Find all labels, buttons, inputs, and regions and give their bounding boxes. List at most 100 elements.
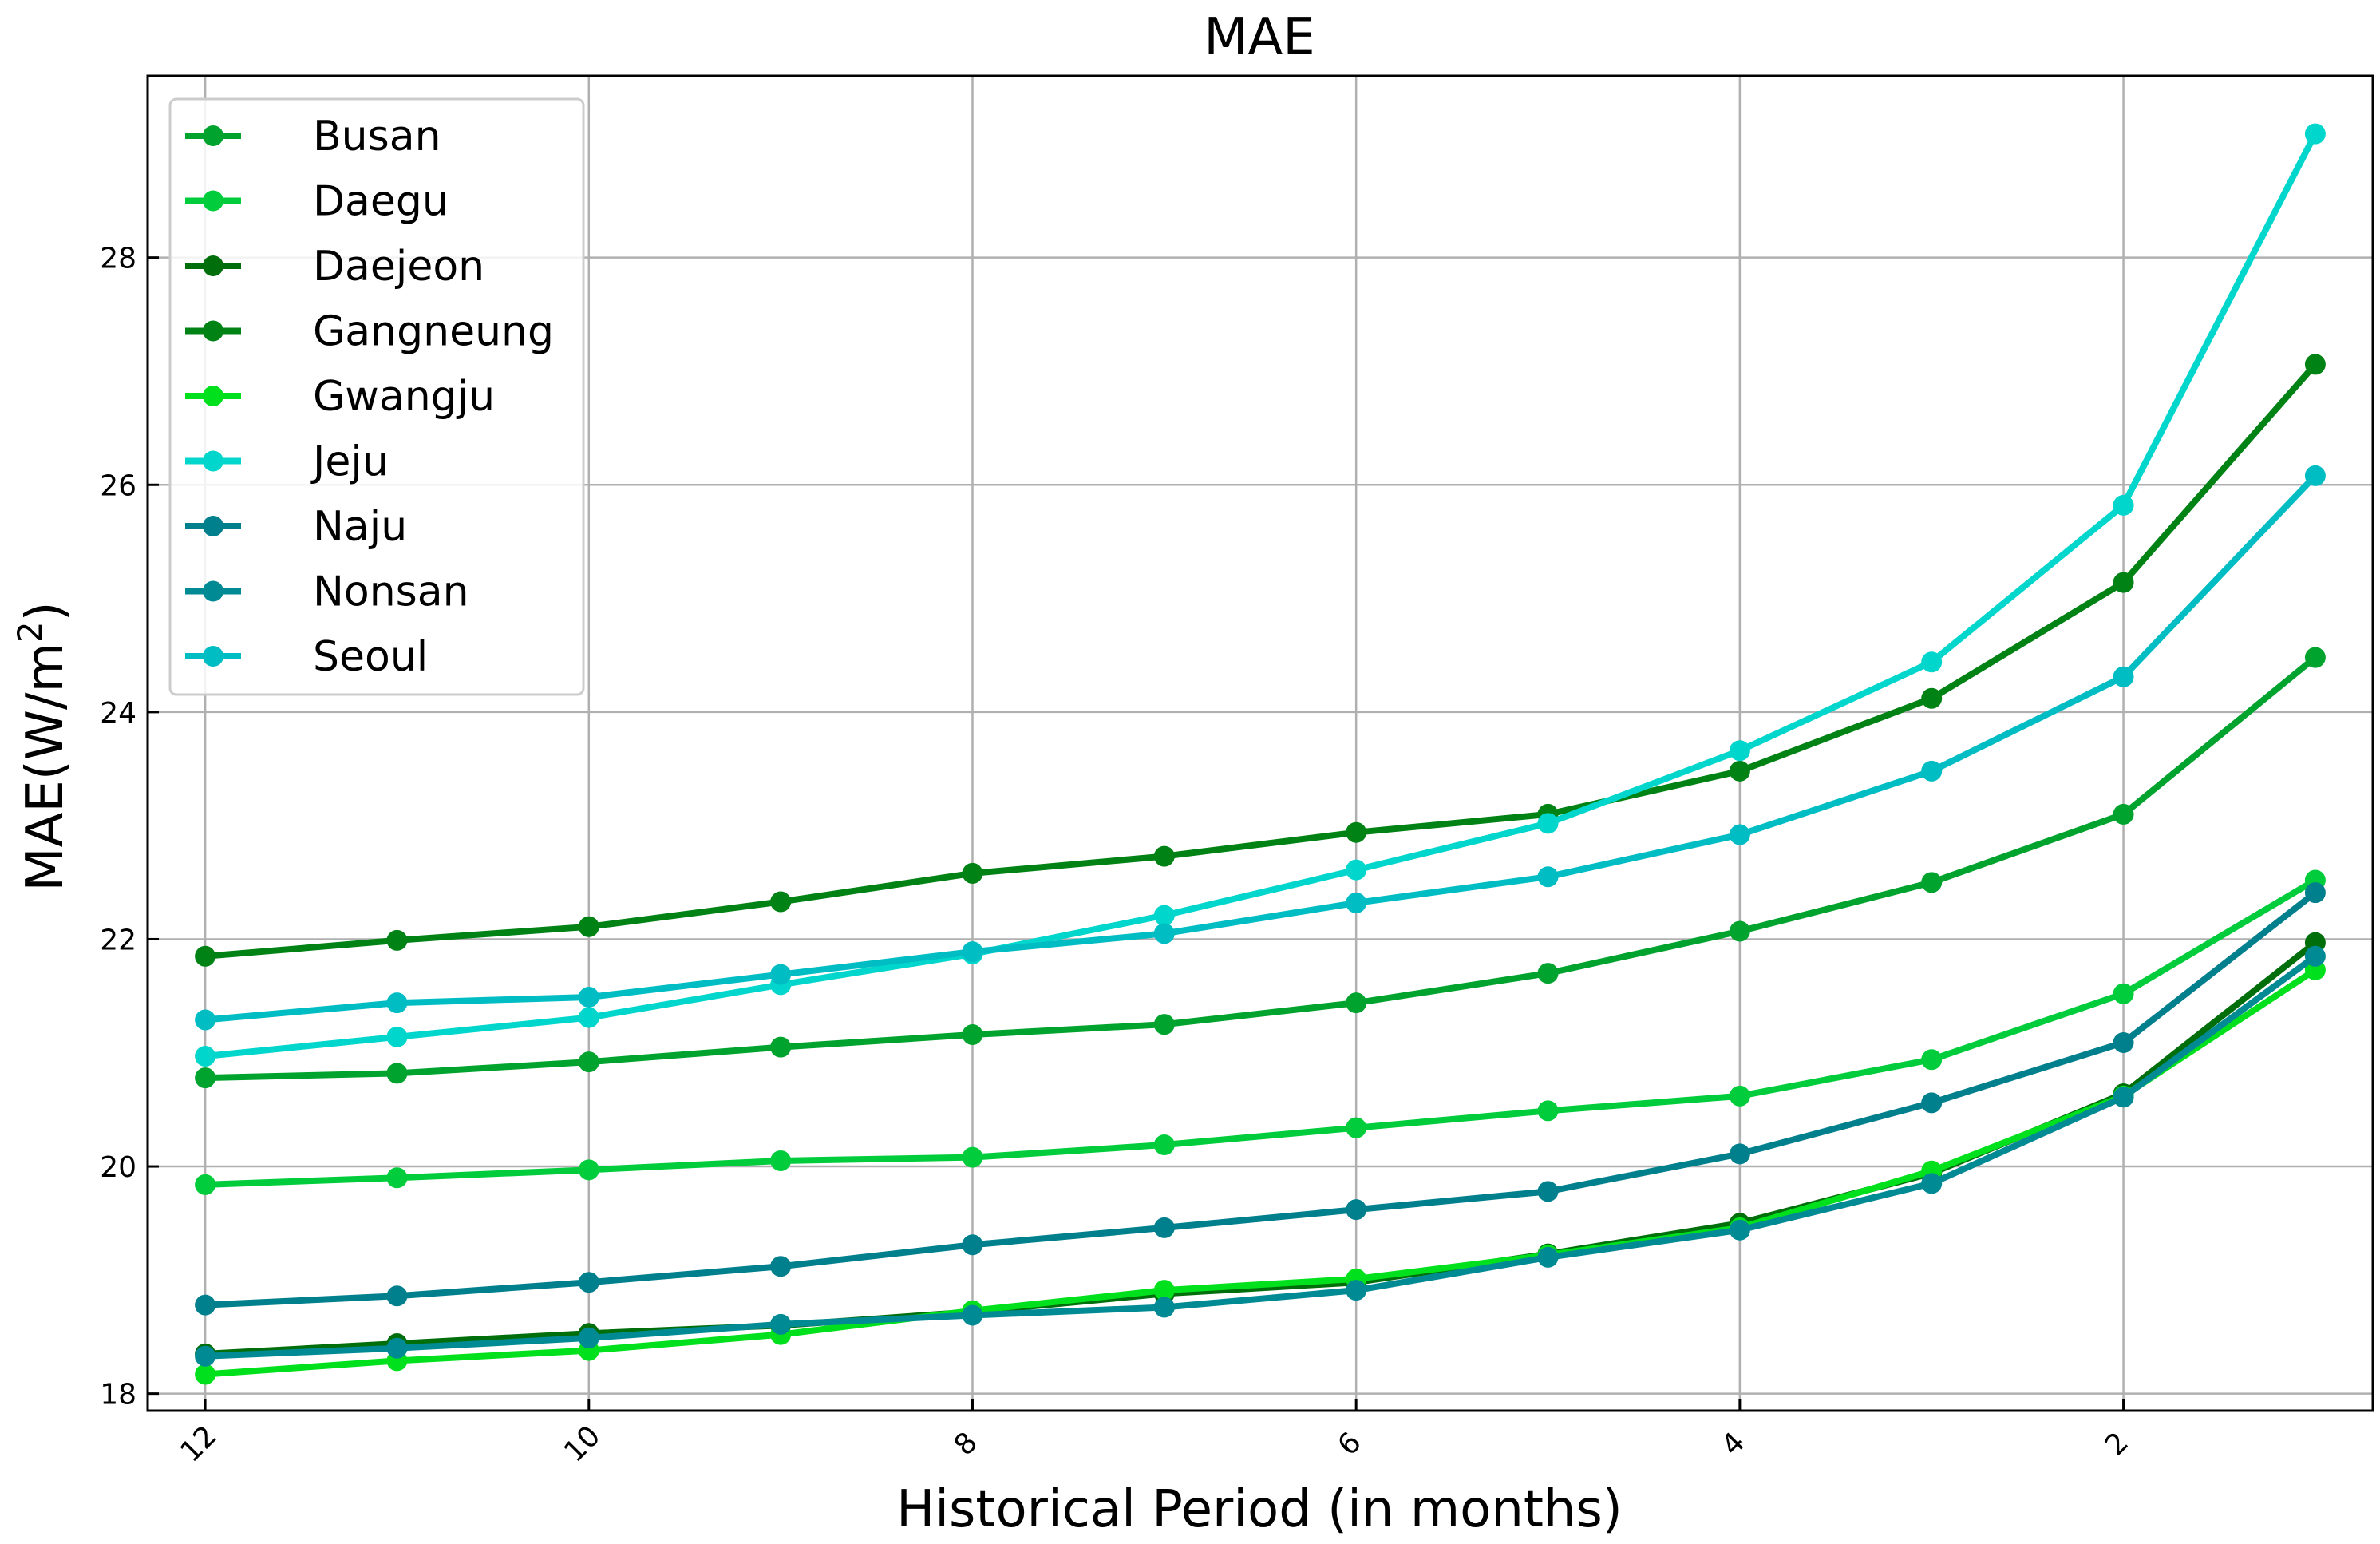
- data-point-nonsan: [962, 1304, 983, 1326]
- data-point-gangneung: [195, 945, 216, 967]
- data-point-naju: [2304, 882, 2326, 904]
- y-tick-label: 22: [100, 924, 136, 956]
- data-point-gwangju: [1153, 1280, 1175, 1301]
- series-busan: [195, 647, 2326, 1089]
- legend-frame: [168, 97, 585, 696]
- data-point-busan: [962, 1023, 983, 1045]
- data-point-naju: [2113, 1031, 2134, 1053]
- series-line-daegu: [202, 877, 2319, 1188]
- legend-item-gangneung: Gangneung: [185, 308, 554, 356]
- legend-item-busan: Busan: [185, 113, 441, 160]
- data-point-gangneung: [962, 862, 983, 884]
- series-line-gwangju: [202, 966, 2319, 1378]
- data-point-naju: [386, 1285, 408, 1307]
- legend-swatch-marker: [203, 125, 223, 146]
- data-point-naju: [578, 1272, 599, 1293]
- y-axis-label-superscript: 2: [10, 621, 49, 643]
- y-tick-label: 28: [100, 243, 136, 275]
- series-line-gangneung: [202, 361, 2319, 960]
- series-line-busan: [202, 654, 2319, 1082]
- data-point-daegu: [770, 1150, 792, 1171]
- plot-frame: [146, 74, 2374, 1412]
- data-point-daegu: [386, 1167, 408, 1189]
- data-point-seoul: [578, 987, 599, 1008]
- data-point-busan: [1921, 872, 1943, 893]
- legend-swatch-marker: [203, 580, 223, 602]
- data-point-gangneung: [1153, 845, 1175, 867]
- data-point-gangneung: [1346, 821, 1367, 843]
- data-point-seoul: [386, 992, 408, 1014]
- legend-label: Gwangju: [313, 373, 495, 421]
- data-point-seoul: [2304, 465, 2326, 486]
- y-axis-label-close: ): [16, 601, 75, 621]
- data-point-daegu: [1346, 1117, 1367, 1138]
- legend-label: Jeju: [310, 438, 389, 486]
- data-point-naju: [195, 1294, 216, 1316]
- data-point-naju: [1537, 1181, 1559, 1202]
- legend-swatch-marker: [203, 190, 223, 212]
- data-point-seoul: [1921, 760, 1943, 782]
- data-point-naju: [1729, 1143, 1750, 1165]
- data-point-busan: [1153, 1014, 1175, 1035]
- data-point-busan: [195, 1067, 216, 1089]
- legend-swatch-marker: [203, 646, 223, 667]
- data-point-nonsan: [1153, 1297, 1175, 1318]
- data-point-nonsan: [386, 1337, 408, 1359]
- data-point-nonsan: [1537, 1246, 1559, 1268]
- x-tick-label: 12: [174, 1419, 223, 1468]
- y-tick-label: 24: [100, 697, 136, 730]
- data-point-jeju: [386, 1026, 408, 1047]
- y-axis-label-base: MAE(W/m: [16, 643, 75, 892]
- data-point-daegu: [1921, 1049, 1943, 1071]
- legend-item-seoul: Seoul: [185, 633, 428, 681]
- data-point-busan: [1537, 963, 1559, 984]
- data-point-nonsan: [1921, 1173, 1943, 1194]
- legend-swatch-marker: [203, 386, 223, 406]
- data-point-nonsan: [578, 1327, 599, 1348]
- data-point-gangneung: [770, 891, 792, 913]
- legend-label: Naju: [313, 503, 407, 551]
- data-point-jeju: [195, 1046, 216, 1067]
- legend: Busan Daegu Daejeon Gangneung Gwangju Jeju Naj…: [168, 97, 585, 696]
- legend-item-gwangju: Gwangju: [185, 373, 495, 421]
- series-line-naju: [202, 889, 2319, 1308]
- data-point-busan: [386, 1063, 408, 1084]
- data-point-naju: [1346, 1199, 1367, 1221]
- series-line-nonsan: [202, 952, 2319, 1360]
- series-daegu: [195, 869, 2326, 1195]
- data-point-gangneung: [386, 929, 408, 951]
- data-point-seoul: [962, 941, 983, 963]
- data-point-daegu: [2113, 983, 2134, 1004]
- legend-label: Busan: [313, 113, 441, 160]
- data-point-jeju: [1729, 740, 1750, 762]
- data-point-daegu: [962, 1146, 983, 1168]
- y-tick-label: 26: [100, 469, 136, 502]
- legend-swatch-marker: [203, 255, 223, 276]
- series-lines: [195, 123, 2326, 1385]
- series-line-jeju: [202, 130, 2319, 1060]
- legend-swatch-marker: [203, 320, 223, 342]
- data-point-jeju: [578, 1007, 599, 1028]
- series-gangneung: [195, 354, 2326, 967]
- data-point-nonsan: [770, 1313, 792, 1335]
- y-tick-label: 18: [100, 1379, 136, 1411]
- data-point-nonsan: [1346, 1280, 1367, 1301]
- data-point-gangneung: [578, 916, 599, 937]
- data-point-busan: [2304, 647, 2326, 668]
- data-point-jeju: [2304, 123, 2326, 145]
- x-tick-label: 2: [2099, 1426, 2135, 1462]
- data-point-gangneung: [1729, 760, 1750, 782]
- series-naju: [195, 882, 2326, 1316]
- data-point-gangneung: [2113, 572, 2134, 593]
- data-point-naju: [1153, 1217, 1175, 1238]
- data-point-seoul: [1346, 892, 1367, 913]
- series-line-seoul: [202, 472, 2319, 1023]
- legend-label: Daejeon: [313, 243, 484, 291]
- data-point-daegu: [1729, 1085, 1750, 1107]
- data-point-busan: [1729, 920, 1750, 942]
- x-tick-label: 6: [1331, 1426, 1367, 1462]
- data-point-busan: [578, 1051, 599, 1073]
- legend-label: Gangneung: [313, 308, 554, 356]
- data-point-daegu: [578, 1159, 599, 1181]
